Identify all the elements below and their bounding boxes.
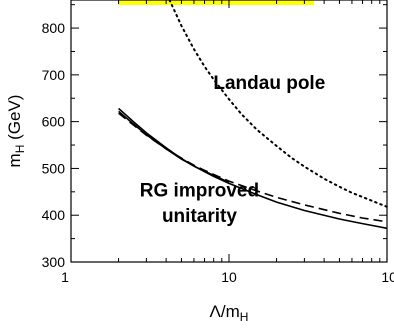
y-tick-label: 600 <box>42 114 66 130</box>
series-dashed-line-2 <box>118 112 388 223</box>
series-dotted-line-1 <box>168 0 388 208</box>
top-highlight-bar <box>118 0 314 5</box>
y-tick-label: 800 <box>42 20 66 36</box>
series-solid-line-3 <box>118 107 388 230</box>
x-tick-label: 1 <box>61 269 69 285</box>
annotation-rg-improved: RG improved <box>140 181 259 202</box>
annotation-layer: Landau pole RG improved unitarity <box>140 73 326 227</box>
y-tick-label: 700 <box>42 67 66 83</box>
x-tick-label: 100 <box>381 269 394 285</box>
x-axis-label-main: Λ/m <box>210 302 240 321</box>
series-solid-line-4 <box>118 110 230 184</box>
annotation-landau-pole: Landau pole <box>213 73 325 94</box>
y-tick-label: 400 <box>42 207 66 223</box>
series-layer <box>118 0 388 230</box>
tick-layer: 300 400 500 600 700 800 1 10 100 <box>42 0 394 285</box>
y-tick-label: 300 <box>42 254 66 270</box>
annotation-unitarity: unitarity <box>162 206 237 227</box>
y-tick-label: 500 <box>42 160 66 176</box>
x-tick-label: 10 <box>221 269 237 285</box>
y-axis-label-unit: (GeV) <box>5 95 24 145</box>
y-axis-label-main: m <box>5 153 24 167</box>
x-axis-label-sub: H <box>240 310 249 324</box>
y-axis-label-sub: H <box>13 145 27 154</box>
x-axis-label: Λ/mH <box>210 302 249 324</box>
y-axis-label: mH (GeV) <box>5 95 27 168</box>
